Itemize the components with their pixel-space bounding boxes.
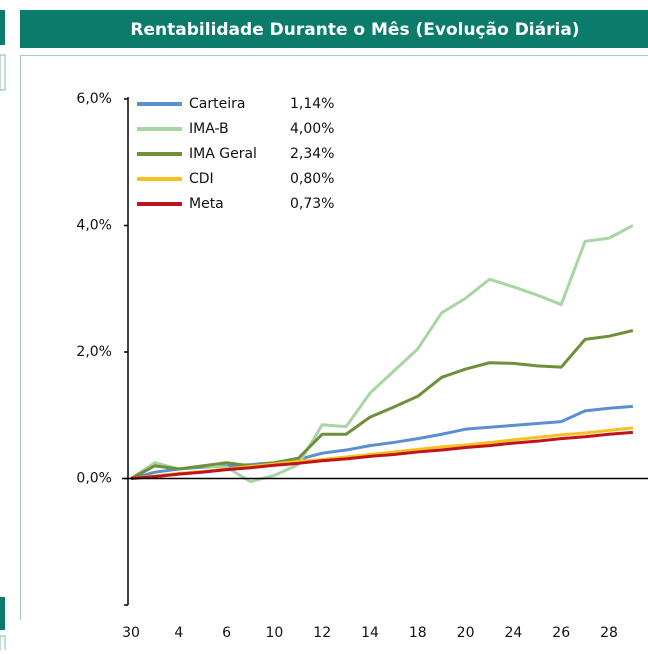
side-box: [0, 636, 5, 650]
x-tick-label: 10: [265, 625, 283, 641]
side-tab: [0, 10, 5, 45]
x-tick-label: 26: [552, 625, 570, 641]
x-tick-label: 12: [313, 625, 331, 641]
y-tick-label: 4,0%: [76, 218, 112, 234]
x-tick-label: 30: [122, 625, 140, 641]
y-tick-label: 6,0%: [76, 91, 112, 107]
side-box: [0, 55, 5, 90]
x-tick-label: 18: [409, 625, 427, 641]
x-tick-label: 6: [222, 625, 231, 641]
chart-title: Rentabilidade Durante o Mês (Evolução Di…: [130, 20, 579, 40]
series-line: [131, 406, 633, 478]
legend-label: IMA-B: [189, 121, 229, 137]
x-tick-label: 28: [600, 625, 618, 641]
y-tick-label: 2,0%: [76, 344, 112, 360]
legend-value: 0,73%: [290, 196, 334, 212]
x-tick-label: 20: [457, 625, 475, 641]
x-tick-label: 4: [174, 625, 183, 641]
legend-value: 1,14%: [290, 96, 334, 112]
side-tab: [0, 597, 5, 630]
panel-border: [21, 56, 648, 621]
legend-value: 2,34%: [290, 146, 334, 162]
y-tick-label: 0,0%: [76, 471, 112, 487]
x-tick-label: 14: [361, 625, 379, 641]
legend-label: Meta: [189, 196, 224, 212]
legend-value: 4,00%: [290, 121, 334, 137]
legend-label: Carteira: [189, 96, 245, 112]
series-line: [131, 432, 633, 478]
legend-value: 0,80%: [290, 171, 334, 187]
x-tick-label: 24: [504, 625, 522, 641]
legend-label: IMA Geral: [189, 146, 257, 162]
legend-label: CDI: [189, 171, 214, 187]
